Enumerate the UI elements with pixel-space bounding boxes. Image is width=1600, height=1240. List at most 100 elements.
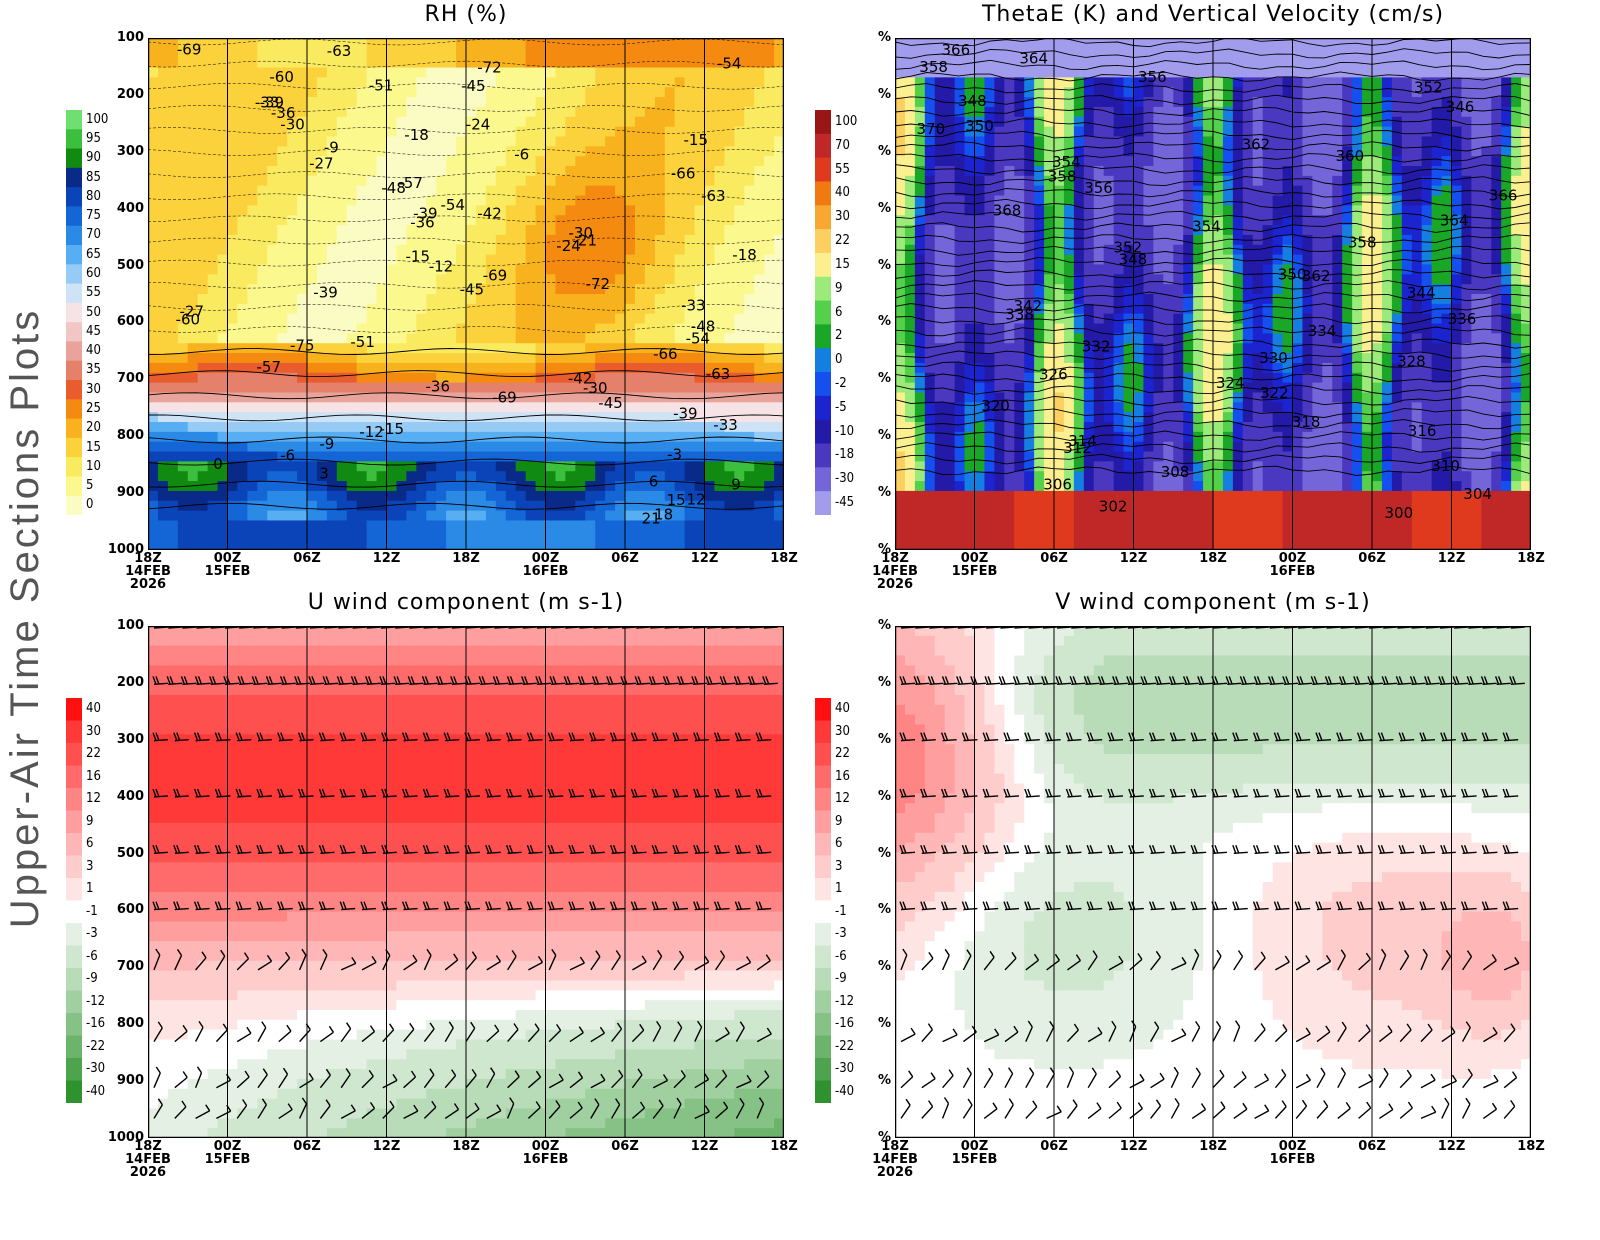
rh-cell (406, 540, 417, 550)
rh-cell (347, 274, 358, 284)
rh-cell (228, 520, 239, 530)
rh-cell (218, 333, 229, 343)
thetae-cell (895, 245, 906, 255)
rh-cell (536, 235, 547, 245)
rh-contour-label: -45 (461, 77, 486, 95)
rh-cell (685, 156, 696, 166)
thetae-cell (1412, 215, 1423, 225)
rh-cell (555, 136, 566, 146)
thetae-cell (1372, 97, 1383, 107)
rh-cell (625, 530, 636, 540)
rh-cell (446, 452, 457, 462)
thetae-cell (1511, 245, 1522, 255)
thetae-cell (1312, 117, 1323, 127)
rh-cell (595, 136, 606, 146)
rh-cell (287, 530, 298, 540)
rh-cell (287, 215, 298, 225)
rh-cell (486, 540, 497, 550)
rh-cell (377, 48, 388, 58)
rh-cell (625, 146, 636, 156)
rh-cell (585, 235, 596, 245)
rh-cell (406, 215, 417, 225)
thetae-cell (1054, 215, 1065, 225)
rh-cell (436, 314, 447, 324)
rh-cell (595, 117, 606, 127)
rh-cell (476, 245, 487, 255)
rh-cell (446, 461, 457, 471)
rh-cell (218, 294, 229, 304)
thetae-cell (1203, 255, 1214, 265)
thetae-cell (1124, 245, 1135, 255)
rh-cell (565, 491, 576, 501)
rh-colorbar-swatch (66, 457, 82, 477)
rh-cell (357, 264, 368, 274)
thetae-cell (1233, 166, 1244, 176)
thetae-cell (1183, 97, 1194, 107)
rh-cell (198, 58, 209, 68)
rh-cell (277, 176, 288, 186)
thetae-cell (1402, 117, 1413, 127)
rh-cell (218, 540, 229, 550)
thetae-cell (1352, 255, 1363, 265)
rh-cell (645, 520, 656, 530)
rh-cell (516, 343, 527, 353)
thetae-cell (1471, 58, 1482, 68)
thetae-cell (1253, 117, 1264, 127)
rh-cell (466, 471, 477, 481)
rh-cell (218, 383, 229, 393)
rh-cell (516, 461, 527, 471)
thetae-cell (1074, 136, 1085, 146)
thetae-cell (1044, 235, 1055, 245)
rh-cell (655, 117, 666, 127)
thetae-cell (1372, 215, 1383, 225)
rh-cell (506, 422, 517, 432)
thetae-cell (1521, 58, 1531, 68)
rh-cell (526, 471, 537, 481)
thetae-cell (1223, 215, 1234, 225)
rh-cell (506, 264, 517, 274)
rh-cell (575, 530, 586, 540)
rh-cell (456, 38, 467, 48)
rh-cell (228, 373, 239, 383)
thetae-cell (1004, 136, 1015, 146)
thetae-cell (1481, 146, 1492, 156)
rh-cell (466, 540, 477, 550)
rh-cell (526, 412, 537, 422)
rh-cell (208, 422, 219, 432)
rh-cell (247, 97, 258, 107)
rh-cell (486, 205, 497, 215)
rh-cell (168, 432, 179, 442)
thetae-cell (935, 136, 946, 146)
rh-cell (635, 156, 646, 166)
rh-cell (754, 363, 765, 373)
rh-cell (466, 422, 477, 432)
rh-cell (446, 471, 457, 481)
rh-cell (724, 412, 735, 422)
thetae-cell (935, 87, 946, 97)
rh-cell (546, 294, 557, 304)
rh-cell (168, 186, 179, 196)
thetae-cell (1014, 97, 1025, 107)
rh-cell (387, 245, 398, 255)
rh-cell (625, 166, 636, 176)
rh-cell (416, 38, 427, 48)
rh-cell (277, 127, 288, 137)
thetae-cell (1243, 77, 1254, 87)
rh-cell (178, 166, 189, 176)
rh-cell (257, 304, 268, 314)
rh-cell (734, 294, 745, 304)
rh-cell (764, 127, 775, 137)
rh-cell (287, 540, 298, 550)
rh-cell (456, 205, 467, 215)
rh-cell (387, 58, 398, 68)
rh-cell (148, 68, 159, 78)
rh-cell (416, 304, 427, 314)
thetae-cell (1004, 68, 1015, 78)
rh-cell (615, 127, 626, 137)
rh-cell (754, 176, 765, 186)
rh-cell (645, 176, 656, 186)
rh-cell (396, 471, 407, 481)
rh-cell (387, 373, 398, 383)
rh-cell (287, 127, 298, 137)
thetae-cell (1183, 146, 1194, 156)
